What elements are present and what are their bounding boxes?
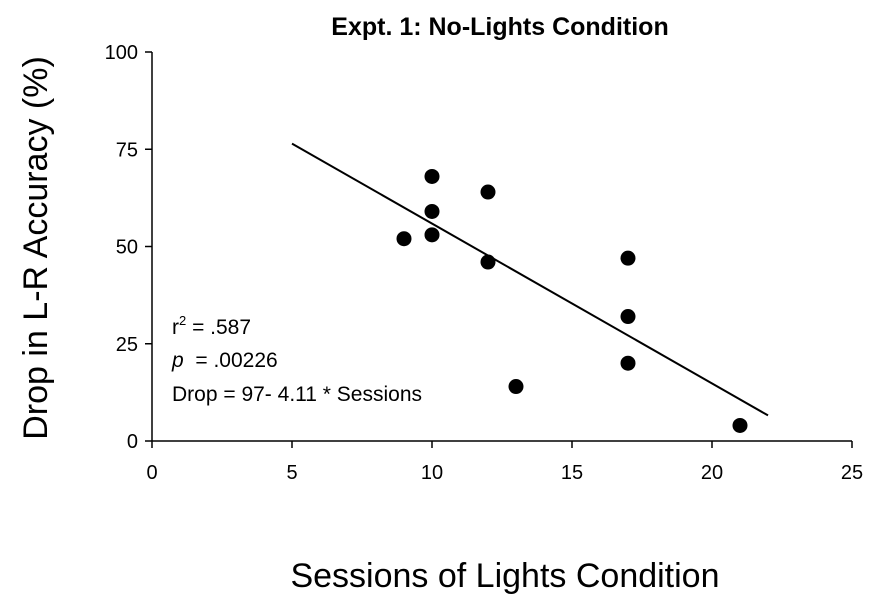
x-ticks: 0 5 10 15 20 25 (146, 441, 863, 484)
x-axis-title: Sessions of Lights Condition (290, 557, 719, 595)
stats-annotation: r2 = .587 p = .00226 Drop = 97- 4.11 * S… (171, 313, 422, 406)
y-tick-label: 50 (116, 237, 138, 259)
trendline (291, 142, 769, 417)
p-value-label: p = .00226 (171, 349, 278, 372)
chart-title: Expt. 1: No-Lights Condition (331, 13, 668, 41)
axes: 0 5 10 15 20 25 0 25 50 75 100 (105, 42, 864, 484)
data-point (732, 417, 748, 433)
x-tick-label: 5 (286, 462, 297, 484)
regression-equation: Drop = 97- 4.11 * Sessions (172, 383, 422, 406)
x-tick-label: 20 (701, 462, 723, 484)
data-point (424, 227, 440, 243)
r-symbol: r (172, 316, 179, 339)
data-point (620, 250, 636, 266)
y-tick-label: 100 (105, 42, 138, 64)
data-point (424, 168, 440, 184)
data-point (508, 379, 524, 395)
y-tick-label: 75 (116, 139, 138, 161)
x-tick-label: 25 (841, 462, 863, 484)
y-axis-title: Drop in L-R Accuracy (%) (17, 56, 55, 440)
y-ticks: 0 25 50 75 100 (105, 42, 152, 453)
data-point (620, 355, 636, 371)
p-value: = .00226 (184, 349, 278, 372)
r-squared-label: r2 = .587 (172, 313, 251, 339)
data-point (620, 309, 636, 325)
data-point (480, 184, 496, 200)
p-symbol: p (171, 349, 184, 372)
data-points (396, 168, 748, 433)
y-tick-label: 25 (116, 334, 138, 356)
x-tick-label: 0 (146, 462, 157, 484)
data-point (396, 231, 412, 247)
x-tick-label: 15 (561, 462, 583, 484)
data-point (480, 254, 496, 270)
x-tick-label: 10 (421, 462, 443, 484)
y-tick-label: 0 (127, 431, 138, 453)
r-squared-superscript: 2 (179, 313, 186, 328)
data-point (424, 203, 440, 219)
r-squared-value: = .587 (186, 316, 251, 339)
